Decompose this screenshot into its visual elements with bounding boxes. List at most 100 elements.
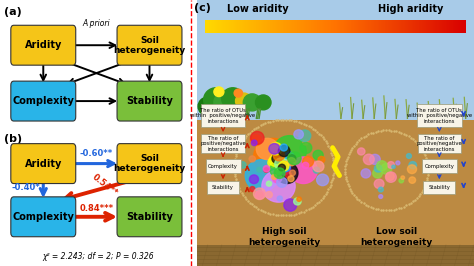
Bar [310, 20, 311, 33]
Bar [267, 20, 268, 33]
Circle shape [276, 169, 281, 174]
Bar [282, 20, 283, 33]
Bar [255, 20, 257, 33]
Text: The ratio of OTUs
within  positive/negative
interactions: The ratio of OTUs within positive/negati… [191, 108, 255, 124]
Bar [454, 20, 455, 33]
Bar [280, 20, 281, 33]
Bar [331, 20, 333, 33]
Bar [313, 20, 314, 33]
Circle shape [281, 162, 289, 169]
Bar [359, 20, 361, 33]
Bar [261, 20, 262, 33]
Circle shape [385, 172, 396, 182]
Bar [228, 20, 230, 33]
Bar [446, 20, 447, 33]
Bar [206, 20, 207, 33]
Bar [430, 20, 431, 33]
Circle shape [396, 161, 400, 165]
Circle shape [317, 174, 328, 186]
Bar [404, 20, 405, 33]
Bar [303, 20, 304, 33]
Bar [207, 20, 208, 33]
Bar [412, 20, 414, 33]
Bar [249, 20, 251, 33]
Bar [455, 20, 456, 33]
Circle shape [243, 94, 261, 111]
FancyBboxPatch shape [11, 25, 76, 65]
Bar [463, 20, 464, 33]
Bar [240, 20, 241, 33]
Bar [289, 20, 290, 33]
Circle shape [273, 174, 282, 183]
Bar [270, 20, 271, 33]
Circle shape [250, 135, 262, 146]
Bar [229, 20, 230, 33]
Bar [382, 20, 383, 33]
Bar [384, 20, 385, 33]
Circle shape [264, 168, 269, 172]
Bar [448, 20, 449, 33]
Circle shape [386, 172, 394, 180]
Bar [422, 20, 423, 33]
Bar [391, 20, 392, 33]
Bar [453, 20, 454, 33]
Circle shape [284, 199, 297, 211]
Bar [421, 20, 422, 33]
Circle shape [303, 156, 313, 167]
Circle shape [266, 181, 272, 186]
Bar [278, 20, 279, 33]
Circle shape [401, 176, 405, 179]
Bar [444, 20, 445, 33]
Bar [399, 20, 400, 33]
Bar [367, 20, 368, 33]
Bar [227, 20, 228, 33]
Bar [298, 20, 300, 33]
Text: Aridity: Aridity [25, 40, 62, 50]
Bar [441, 20, 442, 33]
Circle shape [288, 155, 296, 162]
Bar [305, 20, 306, 33]
Circle shape [409, 161, 417, 169]
Bar [306, 20, 307, 33]
Bar [211, 20, 212, 33]
Bar [260, 20, 261, 33]
Bar [457, 20, 458, 33]
Text: High soil
heterogeneity: High soil heterogeneity [248, 227, 320, 247]
Bar [292, 20, 293, 33]
Circle shape [269, 143, 282, 155]
Circle shape [407, 153, 411, 158]
Circle shape [285, 172, 292, 178]
Bar [210, 20, 211, 33]
Bar [325, 20, 326, 33]
Bar [411, 20, 413, 33]
Bar [385, 20, 387, 33]
Circle shape [277, 162, 291, 175]
Bar [302, 20, 303, 33]
Circle shape [377, 161, 387, 171]
Circle shape [302, 162, 309, 169]
Bar [259, 20, 260, 33]
Bar [414, 20, 415, 33]
Bar [252, 20, 253, 33]
Circle shape [408, 165, 417, 174]
Circle shape [262, 170, 295, 202]
Bar [366, 20, 367, 33]
Circle shape [277, 196, 283, 201]
Bar [250, 20, 252, 33]
Bar [264, 20, 265, 33]
Bar [351, 20, 352, 33]
Circle shape [379, 195, 383, 198]
Circle shape [277, 177, 287, 187]
Bar [372, 20, 373, 33]
FancyBboxPatch shape [207, 181, 239, 194]
Circle shape [294, 198, 301, 205]
Bar [424, 20, 425, 33]
Polygon shape [197, 120, 474, 266]
Bar [447, 20, 448, 33]
Bar [388, 20, 389, 33]
Bar [297, 20, 298, 33]
Bar [365, 20, 366, 33]
Bar [450, 20, 451, 33]
Bar [301, 20, 302, 33]
Bar [438, 20, 439, 33]
